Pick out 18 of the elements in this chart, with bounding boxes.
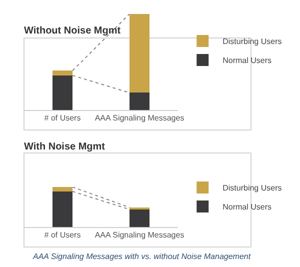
x-tick-label: # of Users (44, 114, 81, 123)
bar (52, 70, 73, 76)
legend-label: Disturbing Users (222, 184, 282, 193)
text: Without Noise Mgmt (24, 26, 122, 36)
x-tick-label: AAA Signaling Messages (94, 230, 184, 240)
bar (52, 187, 73, 192)
bar (52, 75, 73, 110)
bar (129, 92, 150, 110)
x-tick-label: AAA Signaling Messages (94, 114, 184, 123)
bar (129, 14, 150, 93)
bar (52, 191, 73, 227)
legend-label: Normal Users (222, 202, 272, 212)
legend-label: Normal Users (222, 56, 272, 66)
text: AAA Signaling Messages with vs. without Noise Management (32, 252, 252, 261)
chart-title: With Noise Mgmt (24, 142, 106, 152)
legend-label: Disturbing Users (222, 37, 282, 46)
x-tick-label: # of Users (44, 230, 81, 240)
bar (129, 209, 150, 227)
